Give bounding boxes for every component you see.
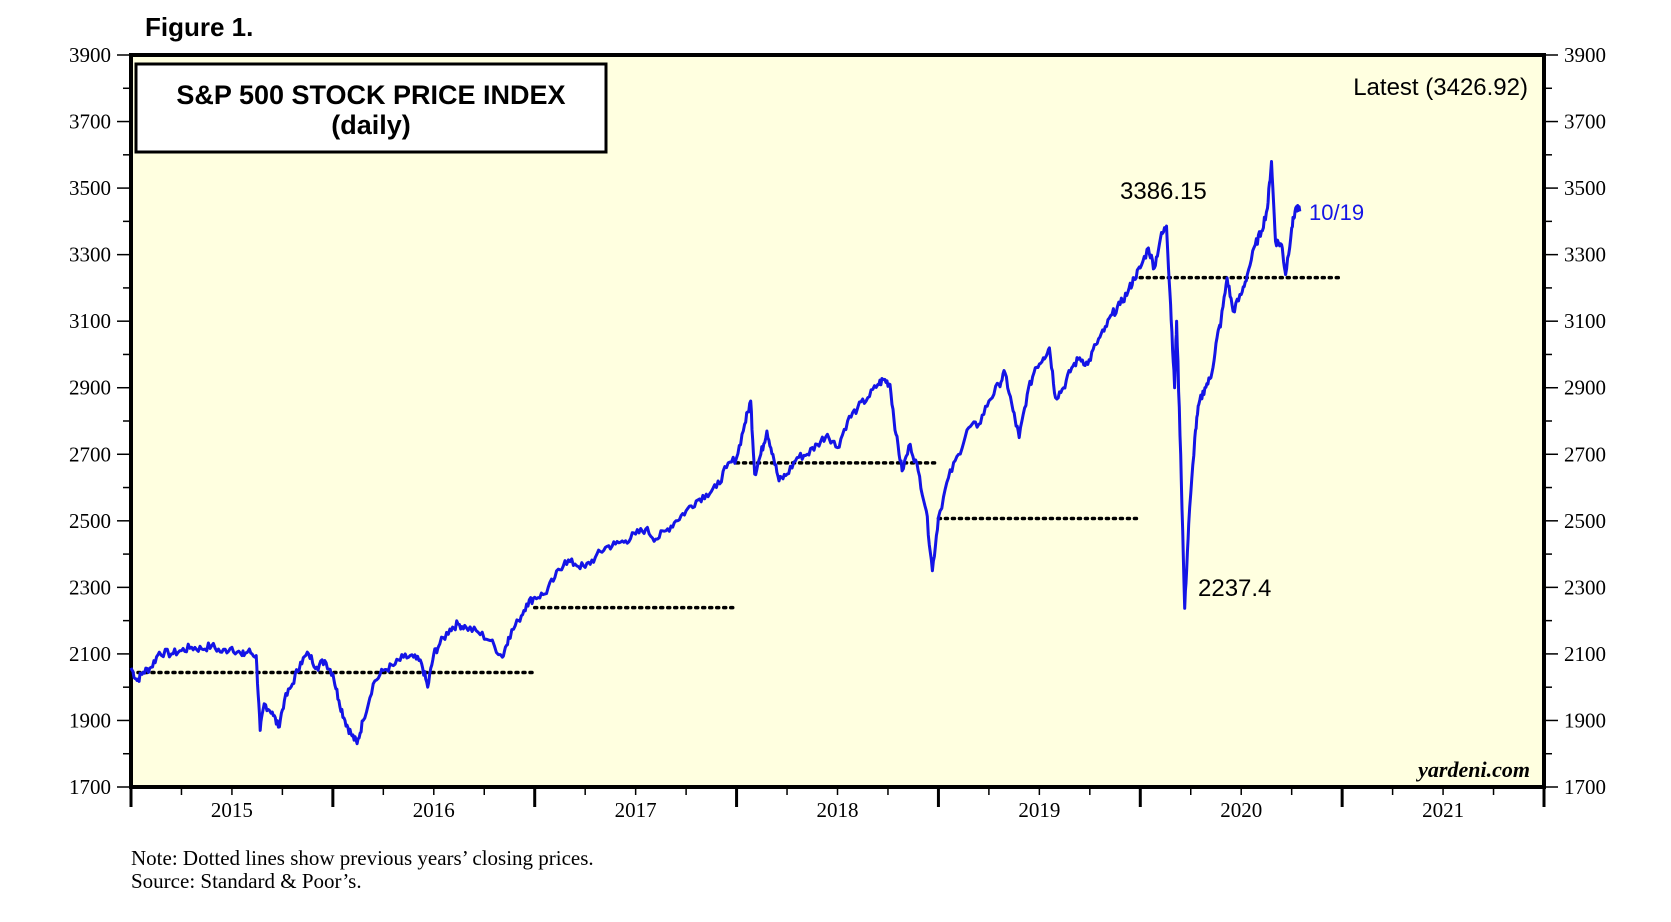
title-box: S&P 500 STOCK PRICE INDEX (daily) xyxy=(134,62,608,154)
y-tick-label-left: 3300 xyxy=(69,243,111,267)
chart-title: S&P 500 STOCK PRICE INDEX xyxy=(176,80,565,110)
latest-value-label: Latest (3426.92) xyxy=(1353,74,1528,101)
x-year-label: 2016 xyxy=(413,798,455,822)
y-tick-label-left: 2700 xyxy=(69,442,111,466)
x-year-label: 2020 xyxy=(1220,798,1262,822)
axes: 1700 1700 1900 1900 2100 2100 2300 2300 2500 2500… xyxy=(69,43,1606,822)
y-tick-label-left: 1900 xyxy=(69,708,111,732)
note-line: Note: Dotted lines show previous years’ … xyxy=(131,846,594,870)
y-tick-label-right: 3900 xyxy=(1564,43,1606,67)
sp500-series-line xyxy=(129,160,1302,746)
y-tick-label-right: 2100 xyxy=(1564,642,1606,666)
y-tick-label-left: 2100 xyxy=(69,642,111,666)
y-tick-label-left: 2900 xyxy=(69,376,111,400)
y-tick-label-left: 2300 xyxy=(69,575,111,599)
figure-label: Figure 1. xyxy=(145,12,253,42)
y-tick-label-right: 3500 xyxy=(1564,176,1606,200)
x-year-label: 2019 xyxy=(1018,798,1060,822)
x-year-label: 2015 xyxy=(211,798,253,822)
plot-area xyxy=(129,53,1546,789)
annotation-peak: 3386.15 xyxy=(1120,178,1207,205)
annotation-trough: 2237.4 xyxy=(1198,575,1271,602)
series-layer xyxy=(129,160,1302,746)
chart-subtitle: (daily) xyxy=(331,110,411,140)
source-line: Source: Standard & Poor’s. xyxy=(131,869,362,893)
y-tick-label-right: 2300 xyxy=(1564,575,1606,599)
y-tick-label-left: 1700 xyxy=(69,775,111,799)
branding: yardeni.com xyxy=(1415,757,1530,782)
y-tick-label-left: 3100 xyxy=(69,309,111,333)
y-tick-label-right: 2900 xyxy=(1564,376,1606,400)
x-year-label: 2021 xyxy=(1422,798,1464,822)
y-tick-label-right: 2700 xyxy=(1564,442,1606,466)
y-tick-label-right: 1700 xyxy=(1564,775,1606,799)
y-tick-label-right: 3100 xyxy=(1564,309,1606,333)
y-tick-label-right: 3300 xyxy=(1564,243,1606,267)
x-year-label: 2018 xyxy=(817,798,859,822)
y-tick-label-right: 3700 xyxy=(1564,110,1606,134)
y-tick-label-left: 3900 xyxy=(69,43,111,67)
y-tick-label-right: 2500 xyxy=(1564,509,1606,533)
y-tick-label-left: 3500 xyxy=(69,176,111,200)
y-tick-label-right: 1900 xyxy=(1564,708,1606,732)
y-tick-label-left: 2500 xyxy=(69,509,111,533)
latest-date-label: 10/19 xyxy=(1309,200,1364,225)
x-year-label: 2017 xyxy=(615,798,657,822)
y-tick-label-left: 3700 xyxy=(69,110,111,134)
